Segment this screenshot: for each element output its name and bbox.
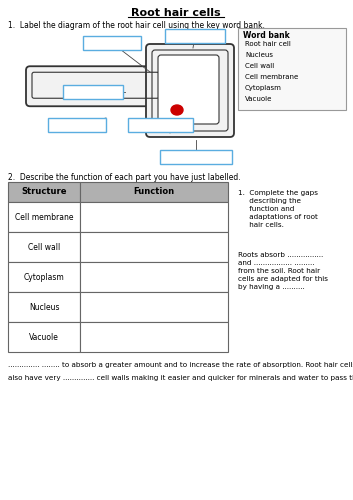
Text: Cytoplasm: Cytoplasm [245, 85, 282, 91]
FancyBboxPatch shape [26, 66, 164, 106]
Bar [80, 182, 228, 202]
Text: 1.  Complete the gaps
     describing the
     function and
     adaptations of : 1. Complete the gaps describing the func… [238, 190, 318, 228]
Text: .............. ........ to absorb a greater amount and to increase the rate of a: .............. ........ to absorb a grea… [8, 362, 353, 368]
Text: Nucleus: Nucleus [245, 52, 273, 58]
Bar [8, 262, 80, 292]
Text: 2.  Describe the function of each part you have just labelled.: 2. Describe the function of each part yo… [8, 173, 241, 182]
Text: Cell wall: Cell wall [245, 63, 274, 69]
Bar [8, 292, 80, 322]
Text: Word bank: Word bank [243, 31, 290, 40]
Bar [165, 29, 225, 43]
Text: Vacuole: Vacuole [29, 332, 59, 342]
Text: Function: Function [133, 188, 175, 196]
Bar [160, 150, 232, 164]
Bar [8, 322, 80, 352]
Bar [80, 292, 228, 322]
Bar [48, 118, 106, 132]
Bar [63, 85, 123, 99]
Text: Cytoplasm: Cytoplasm [24, 272, 64, 281]
FancyBboxPatch shape [146, 44, 234, 137]
Text: Cell membrane: Cell membrane [245, 74, 298, 80]
Text: Roots absorb ................
and ................. .........
from the soil. Roo: Roots absorb ................ and ......… [238, 252, 328, 290]
Text: also have very .............. cell walls making it easier and quicker for minera: also have very .............. cell walls… [8, 375, 353, 381]
Text: Nucleus: Nucleus [29, 302, 59, 312]
Bar [128, 118, 193, 132]
Bar [238, 28, 346, 110]
Text: Root hair cell: Root hair cell [245, 41, 291, 47]
Text: Structure: Structure [21, 188, 67, 196]
Bar [8, 232, 80, 262]
Bar [80, 202, 228, 232]
FancyBboxPatch shape [158, 55, 219, 124]
Text: Cell wall: Cell wall [28, 242, 60, 252]
Text: Cell membrane: Cell membrane [15, 212, 73, 222]
Bar [80, 262, 228, 292]
Text: Vacuole: Vacuole [245, 96, 273, 102]
Bar [8, 202, 80, 232]
Bar [83, 36, 141, 50]
Text: Root hair cells: Root hair cells [131, 8, 221, 18]
Text: 1.  Label the diagram of the root hair cell using the key word bank.: 1. Label the diagram of the root hair ce… [8, 21, 265, 30]
Bar [80, 322, 228, 352]
Ellipse shape [171, 105, 183, 115]
Bar [8, 182, 80, 202]
Bar [80, 232, 228, 262]
